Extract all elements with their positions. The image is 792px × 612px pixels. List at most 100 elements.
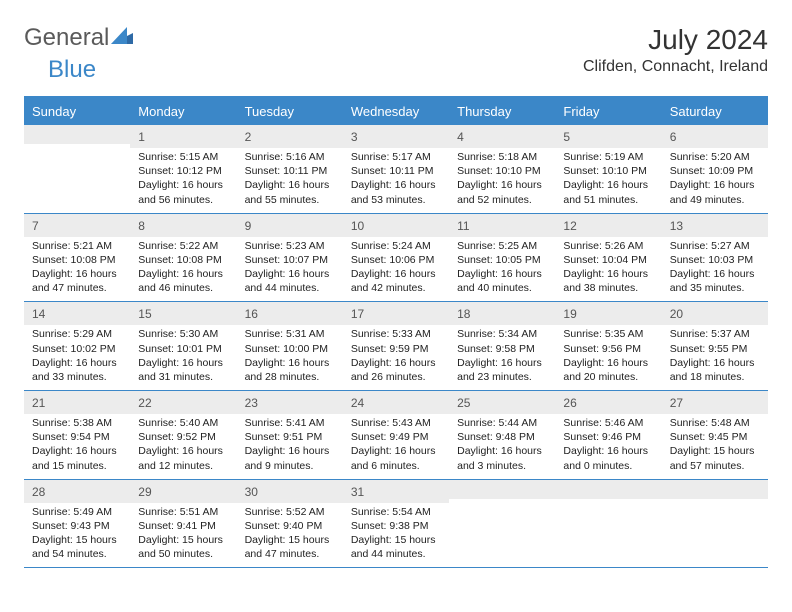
week-row: 14Sunrise: 5:29 AMSunset: 10:02 PMDaylig… (24, 302, 768, 391)
day-number: 3 (351, 130, 358, 144)
day-cell: 10Sunrise: 5:24 AMSunset: 10:06 PMDaylig… (343, 214, 449, 302)
sunrise-line: Sunrise: 5:25 AM (457, 239, 547, 253)
sunset-line: Sunset: 10:10 PM (457, 164, 547, 178)
sunrise-line: Sunrise: 5:52 AM (245, 505, 335, 519)
logo-text-blue: Blue (48, 56, 96, 83)
day-number: 31 (351, 485, 364, 499)
sunrise-line: Sunrise: 5:30 AM (138, 327, 228, 341)
daylight-line: Daylight: 16 hours and 55 minutes. (245, 178, 335, 206)
daylight-line: Daylight: 16 hours and 53 minutes. (351, 178, 441, 206)
day-content: Sunrise: 5:19 AMSunset: 10:10 PMDaylight… (555, 148, 661, 213)
day-number: 15 (138, 307, 151, 321)
daylight-line: Daylight: 16 hours and 12 minutes. (138, 444, 228, 472)
day-content: Sunrise: 5:25 AMSunset: 10:05 PMDaylight… (449, 237, 555, 302)
day-number: 17 (351, 307, 364, 321)
daynum-row: 1 (130, 125, 236, 148)
day-cell: 13Sunrise: 5:27 AMSunset: 10:03 PMDaylig… (662, 214, 768, 302)
day-cell: 25 Sunrise: 5:44 AMSunset: 9:48 PMDayligh… (449, 391, 555, 479)
sunset-line: Sunset: 10:10 PM (563, 164, 653, 178)
day-cell: 5 Sunrise: 5:19 AMSunset: 10:10 PMDayligh… (555, 125, 661, 213)
daylight-line: Daylight: 16 hours and 42 minutes. (351, 267, 441, 295)
daylight-line: Daylight: 16 hours and 56 minutes. (138, 178, 228, 206)
sunset-line: Sunset: 9:59 PM (351, 342, 441, 356)
sunrise-line: Sunrise: 5:40 AM (138, 416, 228, 430)
sunset-line: Sunset: 9:52 PM (138, 430, 228, 444)
day-content: Sunrise: 5:17 AMSunset: 10:11 PMDaylight… (343, 148, 449, 213)
day-number: 29 (138, 485, 151, 499)
sunset-line: Sunset: 10:02 PM (32, 342, 122, 356)
day-content: Sunrise: 5:33 AMSunset: 9:59 PMDaylight:… (343, 325, 449, 390)
day-cell: 8Sunrise: 5:22 AMSunset: 10:08 PMDayligh… (130, 214, 236, 302)
dow-thursday: Thursday (449, 98, 555, 125)
day-number: 6 (670, 130, 677, 144)
day-cell: 28Sunrise: 5:49 AMSunset: 9:43 PMDayligh… (24, 480, 130, 568)
day-number: 25 (457, 396, 470, 410)
daylight-line: Daylight: 16 hours and 33 minutes. (32, 356, 122, 384)
day-cell: 24Sunrise: 5:43 AMSunset: 9:49 PMDayligh… (343, 391, 449, 479)
sunrise-line: Sunrise: 5:23 AM (245, 239, 335, 253)
daylight-line: Daylight: 16 hours and 3 minutes. (457, 444, 547, 472)
day-number: 19 (563, 307, 576, 321)
daylight-line: Daylight: 16 hours and 40 minutes. (457, 267, 547, 295)
day-content: Sunrise: 5:43 AMSunset: 9:49 PMDaylight:… (343, 414, 449, 479)
week-row: 21Sunrise: 5:38 AMSunset: 9:54 PMDayligh… (24, 391, 768, 480)
daylight-line: Daylight: 15 hours and 44 minutes. (351, 533, 441, 561)
dow-monday: Monday (130, 98, 236, 125)
day-content: Sunrise: 5:27 AMSunset: 10:03 PMDaylight… (662, 237, 768, 302)
logo-text-general: General (24, 24, 109, 52)
day-cell: 16Sunrise: 5:31 AMSunset: 10:00 PMDaylig… (237, 302, 343, 390)
daynum-row: 23 (237, 391, 343, 414)
sunrise-line: Sunrise: 5:16 AM (245, 150, 335, 164)
day-cell: 23Sunrise: 5:41 AMSunset: 9:51 PMDayligh… (237, 391, 343, 479)
day-content: Sunrise: 5:51 AMSunset: 9:41 PMDaylight:… (130, 503, 236, 568)
week-row: 1Sunrise: 5:15 AMSunset: 10:12 PMDayligh… (24, 125, 768, 214)
day-content: Sunrise: 5:16 AMSunset: 10:11 PMDaylight… (237, 148, 343, 213)
daynum-row: 29 (130, 480, 236, 503)
day-content: Sunrise: 5:49 AMSunset: 9:43 PMDaylight:… (24, 503, 130, 568)
daynum-row: 11 (449, 214, 555, 237)
sunrise-line: Sunrise: 5:54 AM (351, 505, 441, 519)
day-content (24, 144, 130, 152)
daylight-line: Daylight: 16 hours and 9 minutes. (245, 444, 335, 472)
sunset-line: Sunset: 10:08 PM (138, 253, 228, 267)
sunrise-line: Sunrise: 5:29 AM (32, 327, 122, 341)
day-blank (24, 125, 130, 213)
sunrise-line: Sunrise: 5:24 AM (351, 239, 441, 253)
sunset-line: Sunset: 9:54 PM (32, 430, 122, 444)
sunrise-line: Sunrise: 5:27 AM (670, 239, 760, 253)
sunrise-line: Sunrise: 5:20 AM (670, 150, 760, 164)
daylight-line: Daylight: 16 hours and 15 minutes. (32, 444, 122, 472)
daylight-line: Daylight: 16 hours and 52 minutes. (457, 178, 547, 206)
day-cell: 12Sunrise: 5:26 AMSunset: 10:04 PMDaylig… (555, 214, 661, 302)
sunset-line: Sunset: 9:40 PM (245, 519, 335, 533)
day-blank (555, 480, 661, 568)
daylight-line: Daylight: 16 hours and 44 minutes. (245, 267, 335, 295)
day-cell: 29 Sunrise: 5:51 AMSunset: 9:41 PMDayligh… (130, 480, 236, 568)
day-number: 11 (457, 219, 469, 233)
daylight-line: Daylight: 16 hours and 18 minutes. (670, 356, 760, 384)
sunset-line: Sunset: 10:00 PM (245, 342, 335, 356)
day-number: 5 (563, 130, 570, 144)
sunset-line: Sunset: 10:07 PM (245, 253, 335, 267)
daynum-row: 5 (555, 125, 661, 148)
dow-friday: Friday (555, 98, 661, 125)
sunrise-line: Sunrise: 5:18 AM (457, 150, 547, 164)
daynum-row: 20 (662, 302, 768, 325)
day-cell: 7Sunrise: 5:21 AMSunset: 10:08 PMDayligh… (24, 214, 130, 302)
logo: General (24, 24, 133, 52)
sunset-line: Sunset: 10:05 PM (457, 253, 547, 267)
sunset-line: Sunset: 10:06 PM (351, 253, 441, 267)
day-content (662, 499, 768, 507)
day-blank (662, 480, 768, 568)
sunset-line: Sunset: 9:48 PM (457, 430, 547, 444)
logo-icon (111, 24, 133, 52)
day-content: Sunrise: 5:44 AMSunset: 9:48 PMDaylight:… (449, 414, 555, 479)
daynum-row (24, 125, 130, 144)
day-content: Sunrise: 5:37 AMSunset: 9:55 PMDaylight:… (662, 325, 768, 390)
day-number: 21 (32, 396, 45, 410)
daynum-row: 17 (343, 302, 449, 325)
day-number: 20 (670, 307, 683, 321)
sunset-line: Sunset: 10:11 PM (351, 164, 441, 178)
daynum-row (555, 480, 661, 499)
sunrise-line: Sunrise: 5:46 AM (563, 416, 653, 430)
